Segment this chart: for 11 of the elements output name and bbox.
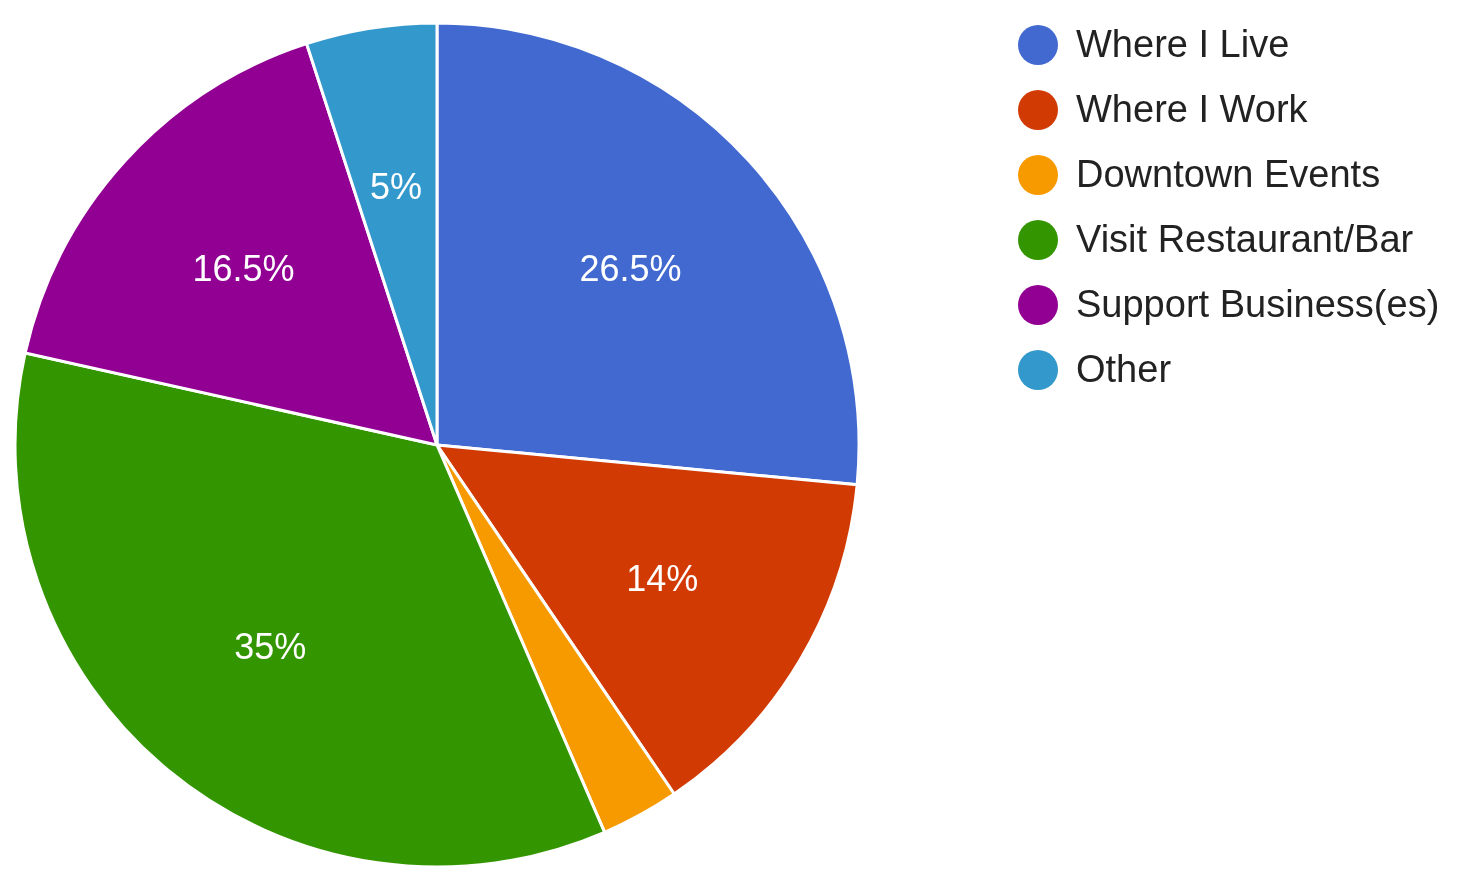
legend-label: Visit Restaurant/Bar xyxy=(1076,218,1414,261)
data-label: 26.5% xyxy=(579,248,682,290)
legend-label: Where I Work xyxy=(1076,88,1308,131)
legend-label: Where I Live xyxy=(1076,23,1290,66)
data-label: 35% xyxy=(234,626,307,668)
data-label: 16.5% xyxy=(192,248,295,290)
legend-label: Downtown Events xyxy=(1076,153,1381,196)
legend-label: Support Business(es) xyxy=(1076,283,1440,326)
data-label: 14% xyxy=(626,557,699,599)
data-label: 5% xyxy=(370,166,423,208)
legend-label: Other xyxy=(1076,348,1172,391)
